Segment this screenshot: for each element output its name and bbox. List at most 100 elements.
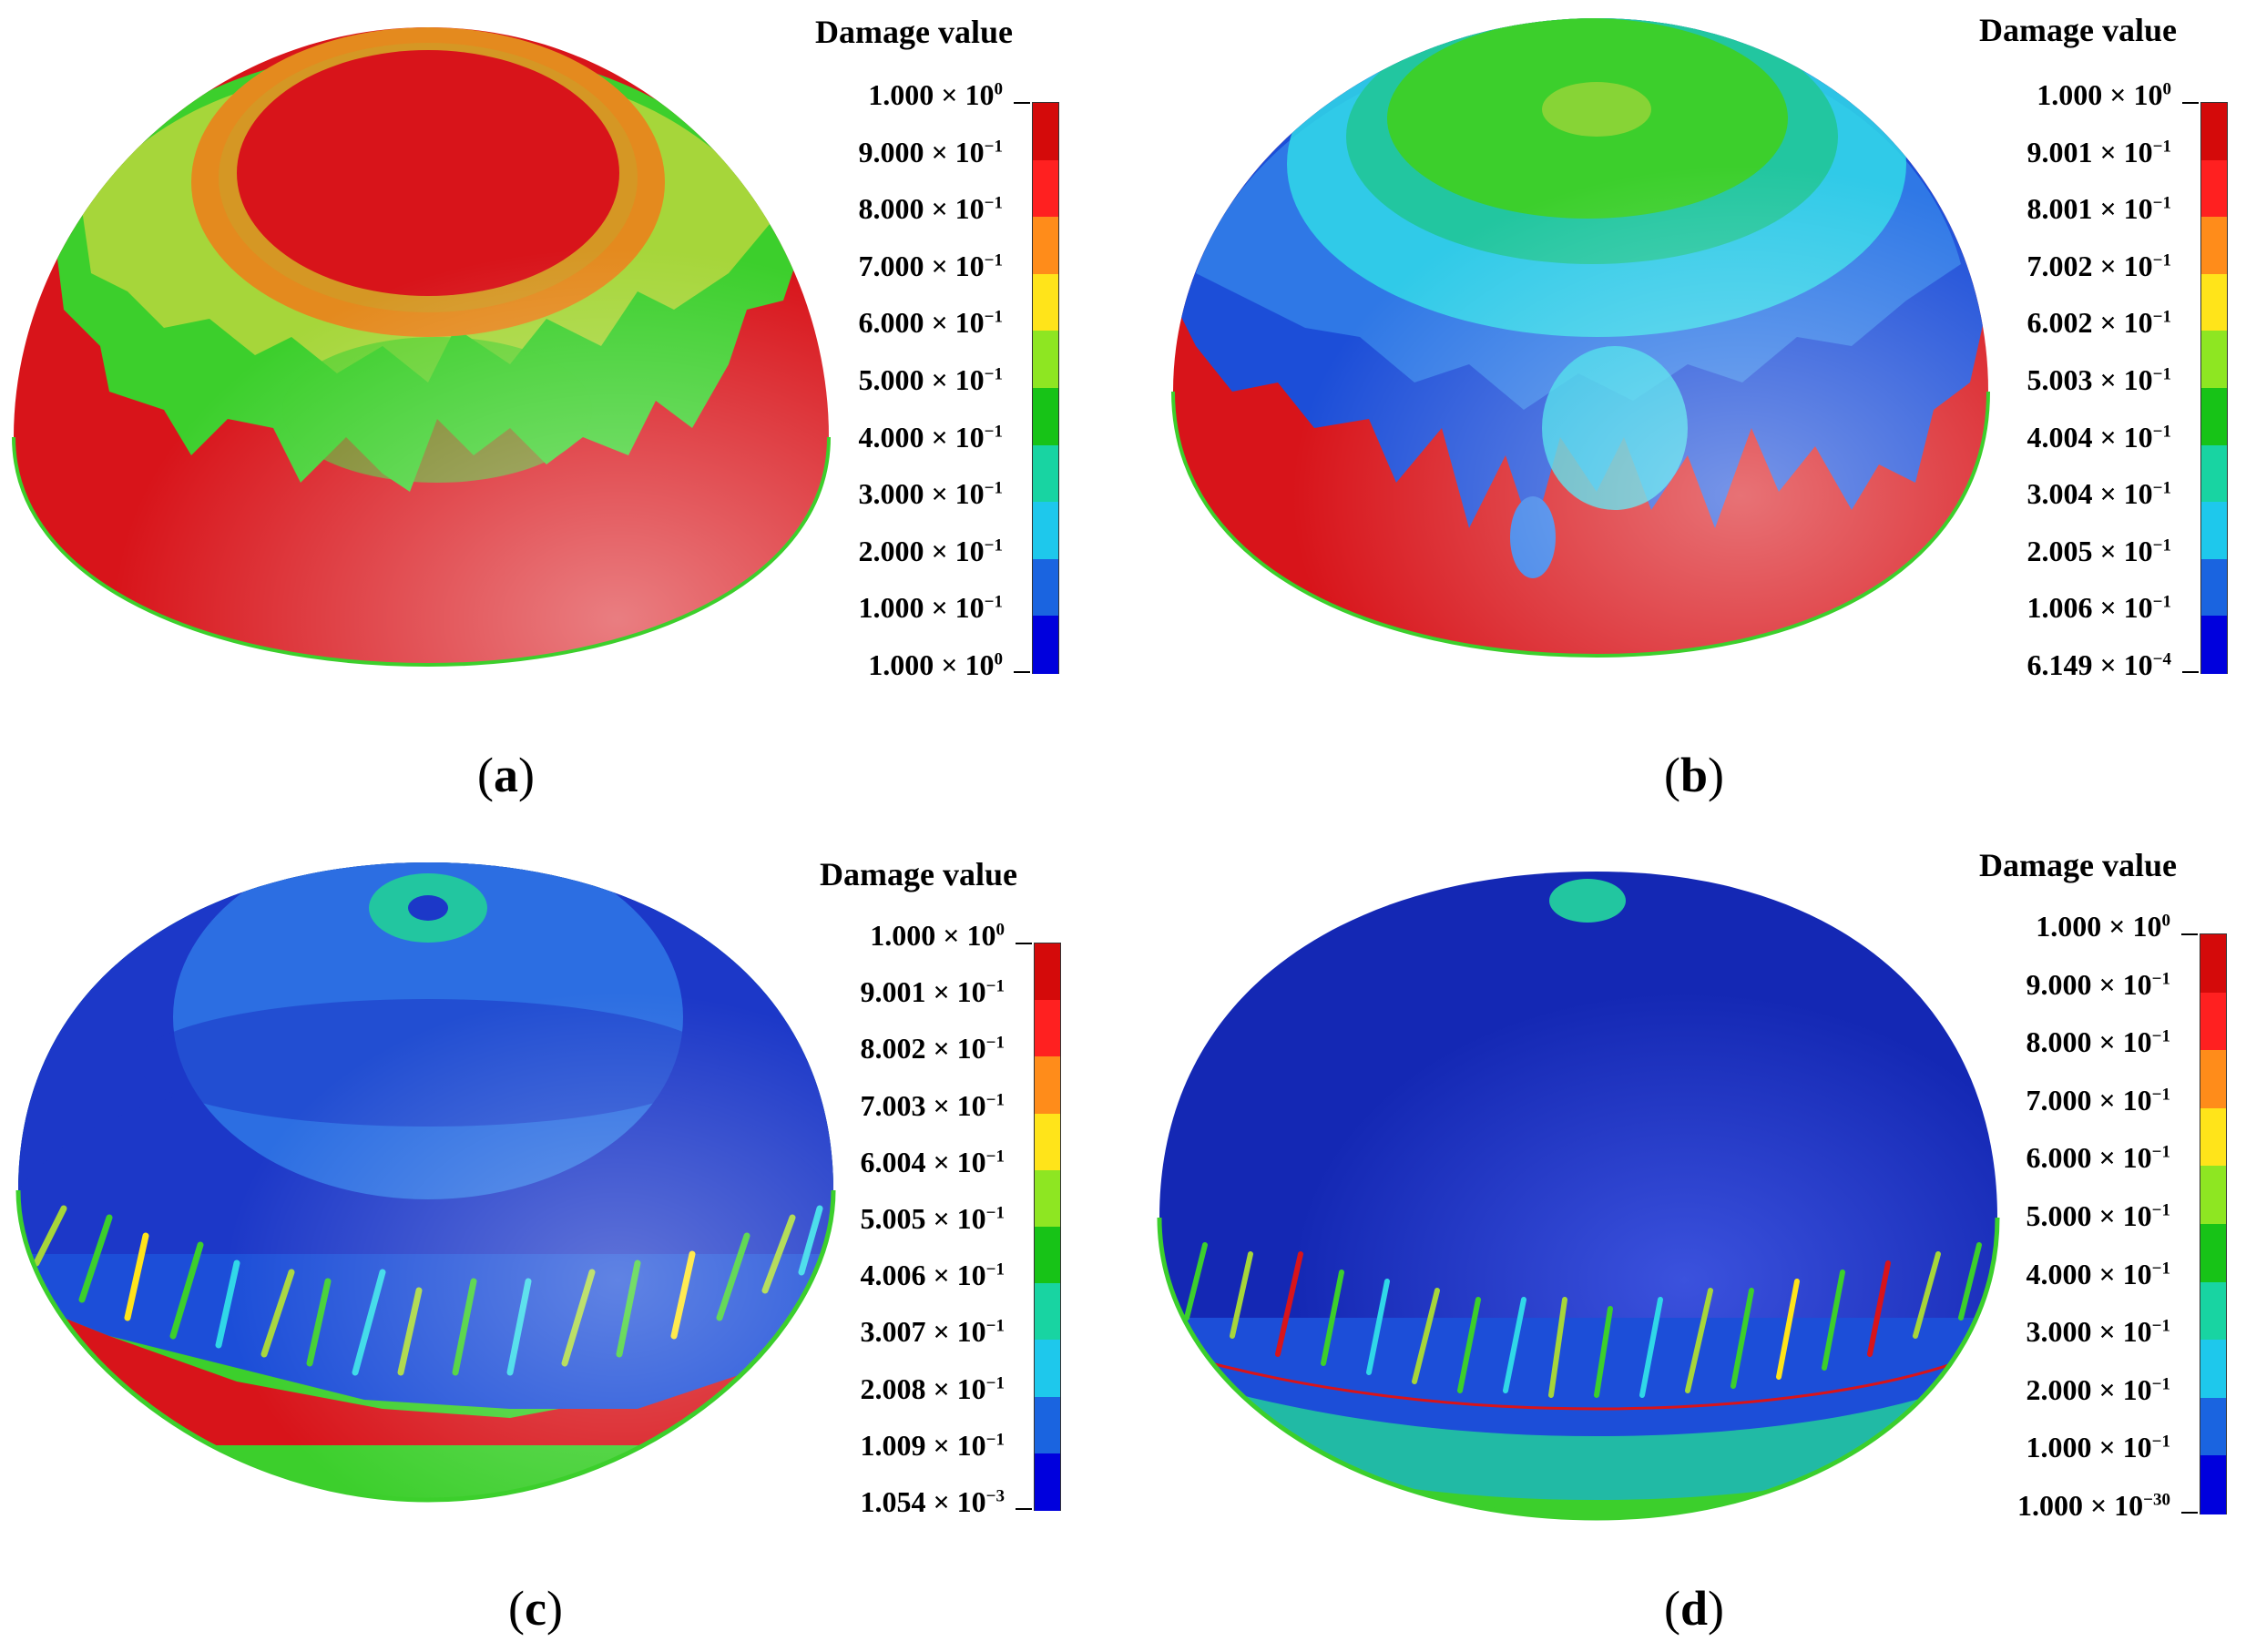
legend-label: 1.009 × 10−1: [860, 1428, 1005, 1462]
color-bar-segment: [1035, 1340, 1060, 1398]
legend-label: 9.001 × 10−1: [2027, 135, 2171, 168]
panel-d: Damage value (d) 1.000 × 100 9.000 × 10−1…: [1123, 826, 2246, 1652]
color-bar-segment: [2201, 217, 2227, 275]
legend-label: 4.000 × 10−1: [2026, 1257, 2170, 1290]
legend-label: 9.001 × 10−1: [860, 975, 1005, 1009]
legend-label: 8.000 × 10−1: [2026, 1025, 2170, 1059]
color-bar-segment: [1033, 217, 1058, 275]
legend-tick: [1016, 1508, 1032, 1510]
caption-b: (b): [1664, 748, 1725, 802]
legend-label: 5.005 × 10−1: [860, 1202, 1005, 1235]
color-bar-segment: [1033, 331, 1058, 389]
legend-title: Damage value: [1979, 847, 2177, 883]
legend-label: 7.003 × 10−1: [860, 1088, 1005, 1122]
color-bar-segment: [1035, 1056, 1060, 1115]
color-bar-segment: [2200, 1107, 2226, 1168]
legend-title: Damage value: [815, 14, 1013, 50]
color-bar-segment: [2200, 1455, 2226, 1514]
color-bar-segment: [1033, 273, 1058, 332]
color-bar-segment: [2201, 331, 2227, 389]
legend-label: 2.005 × 10−1: [2027, 534, 2171, 567]
legend-tick: [1014, 671, 1030, 673]
caption-d: (d): [1664, 1581, 1725, 1636]
legend-label: 1.000 × 10−30: [2016, 1489, 2170, 1522]
legend-label: 8.001 × 10−1: [2027, 192, 2171, 226]
color-bar-segment: [2200, 1281, 2226, 1341]
color-bar-segment: [1035, 943, 1060, 1002]
legend-label: 4.000 × 10−1: [858, 420, 1003, 454]
color-bar-segment: [1033, 616, 1058, 674]
dome-b: [1171, 18, 1990, 658]
panel-a: Damage value (a) 1.000 × 100 9.000 × 10−1…: [0, 0, 1123, 826]
legend-label: 1.000 × 100: [868, 648, 1003, 681]
color-bar-segment: [2200, 1166, 2226, 1225]
legend-label: 7.000 × 10−1: [2026, 1083, 2170, 1117]
color-bar-segment: [1033, 444, 1058, 504]
color-bar: [2200, 102, 2228, 674]
legend-label: 1.000 × 100: [2036, 910, 2170, 943]
legend-label: 3.000 × 10−1: [858, 477, 1003, 511]
legend-label: 2.008 × 10−1: [860, 1372, 1005, 1405]
color-bar-segment: [2200, 992, 2226, 1052]
caption-c: (c): [508, 1581, 563, 1636]
color-bar-segment: [2201, 388, 2227, 446]
legend-label: 1.000 × 10−1: [2026, 1431, 2170, 1464]
color-bar-segment: [1033, 159, 1058, 219]
legend-label: 6.004 × 10−1: [860, 1145, 1005, 1178]
color-bar-segment: [2201, 159, 2227, 219]
legend-tick: [2182, 102, 2199, 104]
panel-b: Damage value (b) 1.000 × 100 9.001 × 10−1…: [1123, 0, 2246, 826]
color-bar-segment: [1035, 1283, 1060, 1341]
legend-label: 7.002 × 10−1: [2027, 249, 2171, 282]
legend-label: 1.000 × 100: [868, 78, 1003, 111]
legend-label: 1.054 × 10−3: [860, 1485, 1005, 1518]
dome-d: [1157, 872, 2000, 1521]
legend-tick: [2181, 1512, 2198, 1514]
color-bar-segment: [2200, 934, 2226, 994]
legend-label: 3.007 × 10−1: [860, 1315, 1005, 1349]
color-bar-segment: [1035, 1453, 1060, 1511]
color-bar-segment: [1035, 1113, 1060, 1171]
dome-c: [15, 862, 836, 1503]
legend-tick: [2182, 671, 2199, 673]
legend-label: 2.000 × 10−1: [2026, 1372, 2170, 1406]
legend-label: 5.000 × 10−1: [858, 363, 1003, 396]
legend-label: 4.006 × 10−1: [860, 1259, 1005, 1292]
legend-tick: [1016, 943, 1032, 944]
color-bar-segment: [2201, 502, 2227, 560]
color-bar-segment: [1033, 388, 1058, 446]
legend-label: 5.003 × 10−1: [2027, 363, 2171, 396]
legend-label: 6.000 × 10−1: [858, 306, 1003, 340]
color-bar-segment: [2201, 558, 2227, 617]
color-bar: [1034, 943, 1061, 1511]
legend-label: 1.000 × 10−1: [858, 591, 1003, 625]
legend-tick: [2181, 933, 2198, 935]
color-bar-segment: [1033, 558, 1058, 617]
color-bar: [2200, 933, 2227, 1514]
color-bar-segment: [2201, 444, 2227, 504]
legend-title: Damage value: [1979, 12, 2177, 48]
color-bar-segment: [1035, 1169, 1060, 1228]
panel-c: Damage value (c) 1.000 × 100 9.001 × 10−1…: [0, 826, 1123, 1652]
color-bar-segment: [2201, 273, 2227, 332]
legend-label: 3.000 × 10−1: [2026, 1315, 2170, 1349]
color-bar-segment: [2200, 1397, 2226, 1457]
legend-label: 4.004 × 10−1: [2027, 420, 2171, 454]
color-bar-segment: [1033, 502, 1058, 560]
legend-label: 8.002 × 10−1: [860, 1032, 1005, 1066]
legend-label: 6.002 × 10−1: [2027, 306, 2171, 340]
color-bar-segment: [2200, 1224, 2226, 1283]
legend-label: 7.000 × 10−1: [858, 249, 1003, 282]
legend-label: 6.000 × 10−1: [2026, 1141, 2170, 1175]
dome-a: [12, 27, 831, 668]
color-bar-segment: [2200, 1050, 2226, 1109]
legend-tick: [1014, 102, 1030, 104]
legend-label: 1.000 × 100: [2037, 78, 2171, 111]
legend-label: 8.000 × 10−1: [858, 192, 1003, 226]
color-bar-segment: [1035, 1227, 1060, 1285]
color-bar-segment: [2201, 616, 2227, 674]
color-bar-segment: [1035, 1396, 1060, 1454]
color-bar-segment: [2200, 1340, 2226, 1399]
legend-label: 1.006 × 10−1: [2027, 591, 2171, 625]
color-bar-segment: [2201, 103, 2227, 161]
